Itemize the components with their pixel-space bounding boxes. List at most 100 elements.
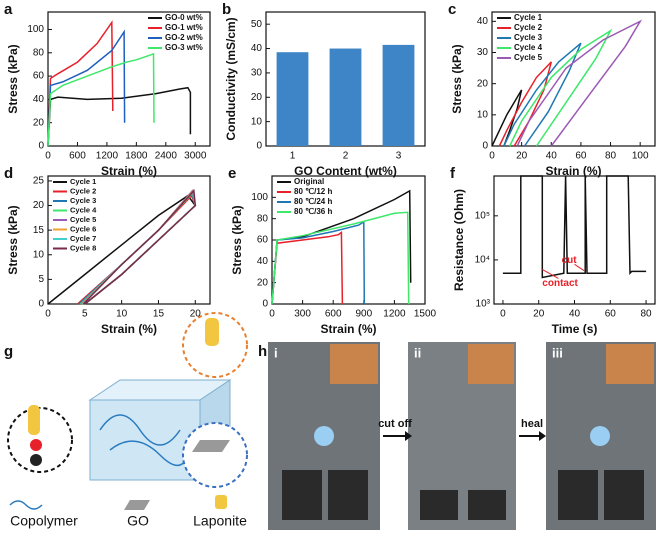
- y-tick-label: 20: [477, 78, 489, 89]
- y-tick-label: 80: [257, 213, 269, 224]
- y-tick-label: 10: [251, 116, 263, 127]
- x-tick-label: 40: [569, 309, 581, 320]
- y-tick-label: 40: [251, 43, 263, 54]
- y-tick-label: 20: [33, 200, 45, 211]
- annotation-arrow: [574, 263, 585, 272]
- legend-label: Copolymer: [10, 513, 78, 529]
- y-tick-label: 20: [257, 277, 269, 288]
- legend-label: Cycle 2: [514, 23, 543, 32]
- y-axis-label: Stress (kPa): [230, 205, 244, 274]
- x-tick-label: 15: [153, 309, 165, 320]
- x-tick-label: 20: [533, 309, 545, 320]
- panel-letter: g: [4, 343, 13, 360]
- y-axis-label: Conductivity (mS/cm): [224, 17, 238, 140]
- legend-label: Laponite: [193, 513, 247, 529]
- x-axis-label: Time (s): [552, 322, 598, 336]
- x-axis-label: GO Content (wt%): [294, 164, 397, 178]
- line-series: [271, 220, 366, 305]
- panel-letter: f: [450, 165, 456, 182]
- annotation-arrow: [542, 269, 559, 279]
- line-series: [498, 61, 553, 147]
- x-tick-label: 10: [116, 309, 128, 320]
- x-tick-label: 80: [605, 151, 617, 162]
- y-axis-label: Stress (kPa): [6, 44, 20, 113]
- x-tick-label: 1: [290, 151, 296, 162]
- legend-label: Cycle 5: [70, 215, 96, 224]
- step-label: iii: [552, 345, 563, 360]
- y-tick-label: 0: [256, 141, 262, 152]
- line-series: [491, 89, 523, 147]
- x-tick-label: 1200: [96, 151, 119, 162]
- panel-letter: a: [4, 1, 13, 18]
- x-tick-label: 0: [500, 309, 506, 320]
- y-tick-label: 50: [251, 19, 263, 30]
- legend-label: Cycle 7: [70, 234, 96, 243]
- x-tick-label: 2400: [155, 151, 178, 162]
- line-series: [271, 231, 344, 305]
- x-tick-label: 20: [516, 151, 528, 162]
- legend-label: 80 ℃/12 h: [294, 187, 332, 196]
- line-series: [82, 189, 197, 305]
- annotation: contact: [542, 278, 578, 289]
- x-tick-label: 900: [355, 309, 372, 320]
- x-tick-label: 0: [489, 151, 495, 162]
- panel-letter: e: [228, 165, 236, 182]
- legend-label: Cycle 5: [514, 53, 543, 62]
- panel-letter: h: [258, 343, 267, 360]
- y-tick-label: 40: [257, 256, 269, 267]
- step-label: i: [274, 345, 278, 360]
- line-series: [47, 86, 192, 147]
- line-series: [47, 52, 155, 147]
- legend-label: Cycle 4: [70, 205, 97, 214]
- x-tick-label: 100: [632, 151, 649, 162]
- y-tick-label: 0: [38, 141, 44, 152]
- y-tick-label: 10³: [476, 299, 491, 310]
- y-tick-label: 80: [33, 47, 45, 58]
- y-axis-label: Stress (kPa): [6, 205, 20, 274]
- y-tick-label: 25: [33, 176, 45, 187]
- y-tick-label: 0: [482, 141, 488, 152]
- x-tick-label: 60: [575, 151, 587, 162]
- legend-label: Cycle 8: [70, 243, 96, 252]
- x-tick-label: 1200: [383, 309, 406, 320]
- bar: [329, 48, 362, 146]
- panel-letter: b: [222, 1, 231, 18]
- plot-frame: [47, 11, 211, 147]
- y-tick-label: 20: [251, 92, 263, 103]
- legend-label: Cycle 3: [514, 33, 543, 42]
- y-tick-label: 30: [251, 68, 263, 79]
- x-tick-label: 0: [269, 309, 275, 320]
- bar: [276, 52, 309, 147]
- y-tick-label: 10⁵: [475, 210, 490, 221]
- x-tick-label: 20: [190, 309, 202, 320]
- line-series: [502, 175, 647, 279]
- legend-label: 80 ℃/36 h: [294, 207, 332, 216]
- x-tick-label: 40: [546, 151, 558, 162]
- step-label: ii: [414, 345, 421, 360]
- y-tick-label: 20: [33, 117, 45, 128]
- legend-label: GO-3 wt%: [165, 43, 203, 52]
- x-tick-label: 2: [343, 151, 349, 162]
- y-axis-label: Stress (kPa): [450, 44, 464, 113]
- y-tick-label: 10⁴: [475, 255, 490, 266]
- schematic: [7, 312, 248, 510]
- line-series: [516, 19, 643, 147]
- line-series: [271, 211, 410, 305]
- y-tick-label: 10: [477, 109, 489, 120]
- x-tick-label: 600: [69, 151, 86, 162]
- legend-label: GO-0 wt%: [165, 13, 203, 22]
- x-axis-label: Strain (%): [101, 164, 157, 178]
- legend-label: GO: [127, 513, 149, 529]
- panel-letter: d: [4, 165, 13, 182]
- y-tick-label: 30: [477, 47, 489, 58]
- y-tick-label: 40: [33, 94, 45, 105]
- y-tick-label: 100: [27, 24, 44, 35]
- legend-label: Cycle 3: [70, 196, 96, 205]
- photos: [268, 342, 656, 530]
- panel-letter: c: [448, 1, 456, 18]
- legend-label: Cycle 1: [70, 177, 96, 186]
- x-tick-label: 1800: [125, 151, 148, 162]
- line-series: [509, 28, 613, 147]
- x-axis-label: Strain (%): [320, 322, 376, 336]
